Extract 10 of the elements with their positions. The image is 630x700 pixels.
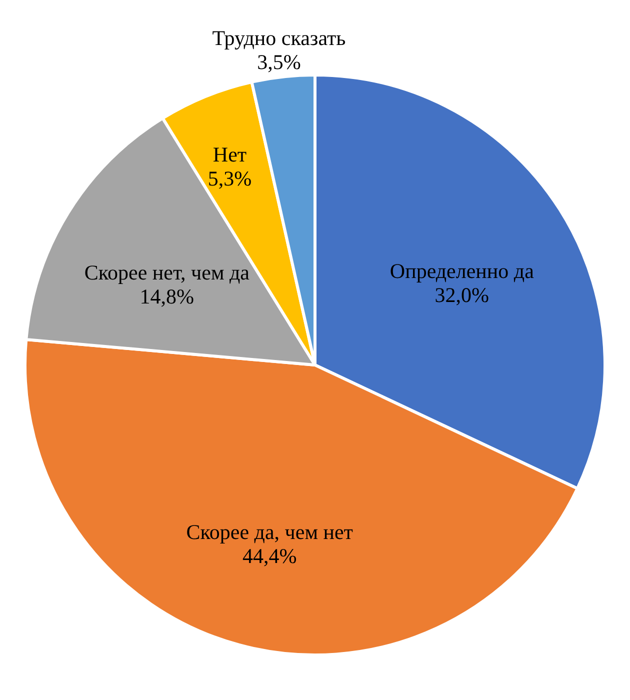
data-label: 32,0% — [434, 282, 490, 307]
data-label: 3,5% — [257, 50, 301, 74]
data-label: 44,4% — [242, 544, 297, 568]
slice-label: Определенно да — [390, 258, 535, 283]
slice-label: Нет — [212, 142, 247, 166]
slice-label: Трудно сказать — [212, 26, 346, 50]
slice-label: Скорее да, чем нет — [186, 520, 353, 544]
data-label: 14,8% — [140, 284, 194, 309]
slice-label: Скорее нет, чем да — [84, 260, 250, 285]
data-label: 5,3% — [208, 166, 252, 190]
